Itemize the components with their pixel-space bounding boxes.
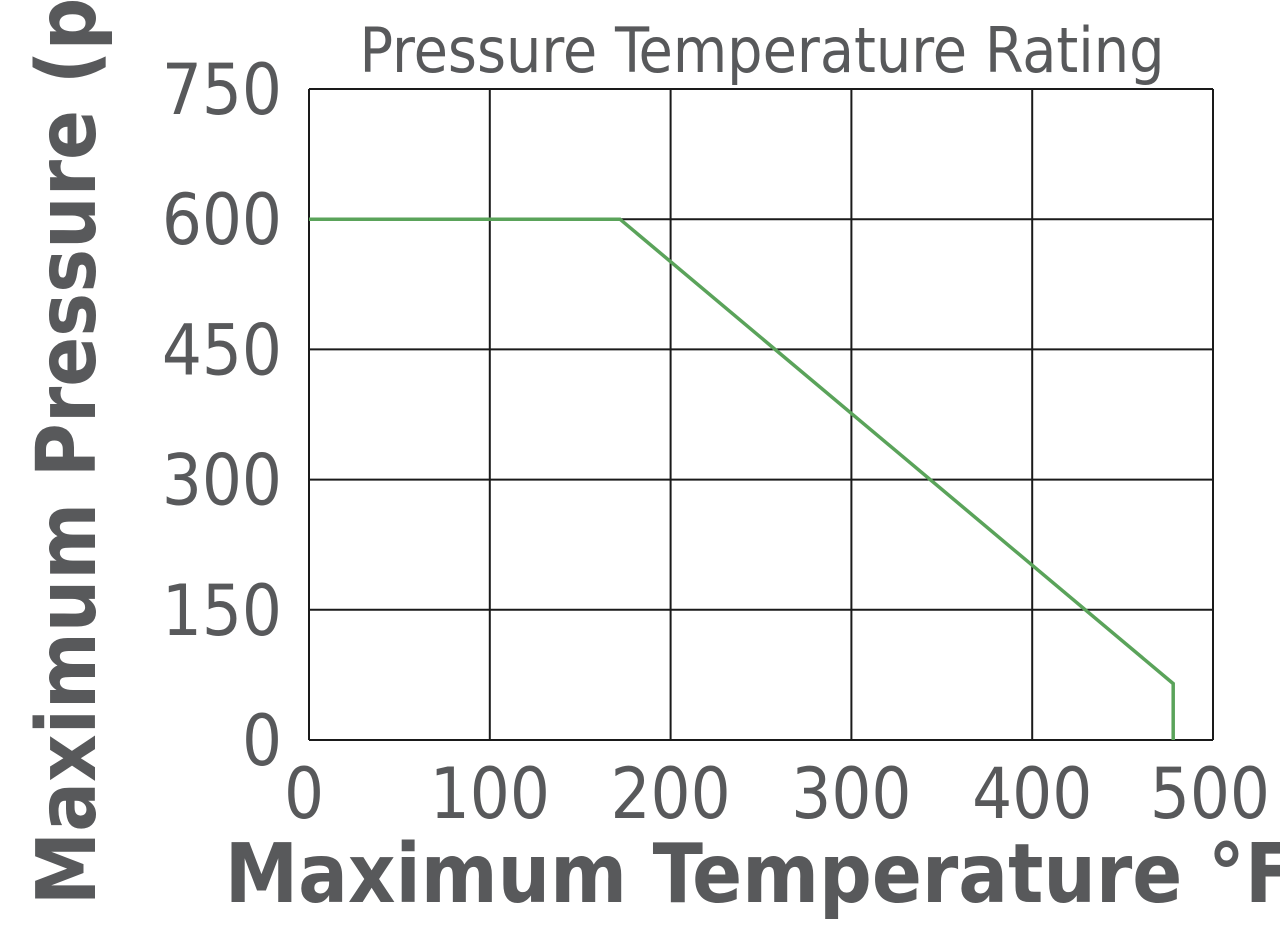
- x-tick-label-200: 200: [611, 753, 731, 835]
- chart-title: Pressure Temperature Rating: [359, 14, 1164, 87]
- y-tick-label-300: 300: [162, 440, 282, 522]
- x-tick-label-0: 0: [284, 753, 324, 835]
- x-axis-label: Maximum Temperature °F: [225, 827, 1280, 922]
- x-tick-label-400: 400: [972, 753, 1092, 835]
- y-tick-label-750: 750: [162, 49, 282, 131]
- y-tick-label-0: 0: [242, 700, 282, 782]
- y-axis-label: Maximum Pressure (psi): [20, 0, 115, 905]
- grid: [308, 88, 1214, 741]
- x-tick-labels: 0 100 200 300 400 500: [284, 753, 1270, 835]
- series-group: [309, 217, 1175, 740]
- y-tick-label-600: 600: [162, 179, 282, 261]
- y-tick-label-150: 150: [162, 570, 282, 652]
- x-tick-label-100: 100: [430, 753, 550, 835]
- series-line-0: [309, 217, 1175, 740]
- y-tick-label-450: 450: [162, 309, 282, 391]
- y-tick-labels: 0 150 300 450 600 750: [162, 49, 282, 782]
- x-tick-label-500: 500: [1150, 753, 1270, 835]
- x-tick-label-300: 300: [791, 753, 911, 835]
